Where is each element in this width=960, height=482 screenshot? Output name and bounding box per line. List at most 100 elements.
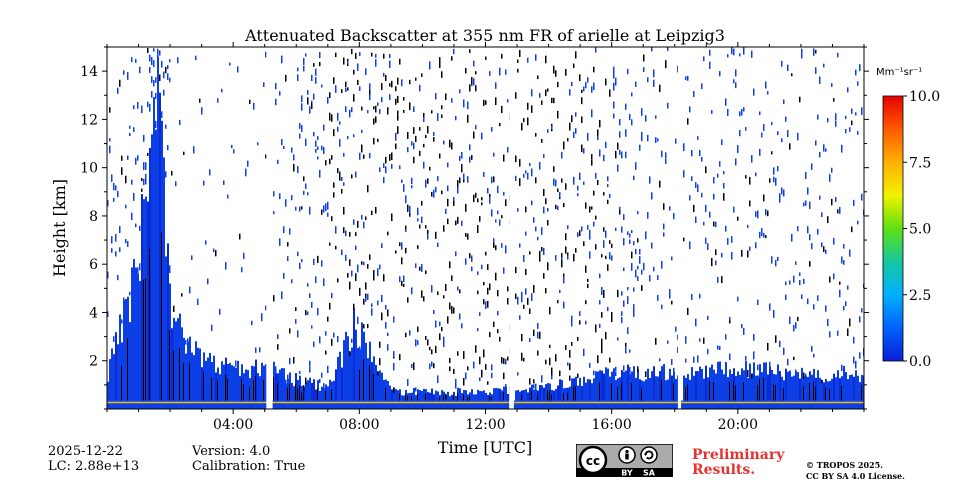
noise-dot	[605, 141, 607, 149]
backscatter-column	[749, 363, 751, 401]
noise-dot	[349, 109, 351, 118]
noise-dot	[711, 110, 713, 114]
noise-dot	[831, 198, 833, 206]
noise-dot	[463, 377, 465, 386]
noise-dot	[861, 107, 863, 115]
attribution-person-icon	[618, 446, 636, 464]
noise-dot	[571, 342, 573, 346]
noise-dot	[531, 293, 533, 302]
noise-dot	[391, 80, 393, 88]
noise-dot	[497, 210, 499, 215]
backscatter-column	[421, 391, 423, 401]
backscatter-column	[181, 327, 183, 401]
y-tick-label: 6	[89, 257, 98, 273]
noise-dot	[461, 164, 463, 173]
backscatter-column	[493, 388, 495, 401]
noise-dot	[705, 166, 707, 174]
noise-dot	[837, 52, 839, 58]
noise-dot	[663, 223, 665, 230]
noise-dot	[125, 239, 127, 244]
noise-dot	[637, 366, 639, 372]
noise-dot	[471, 266, 473, 272]
noise-dot	[525, 231, 527, 236]
backscatter-column	[559, 379, 561, 401]
backscatter-column	[337, 356, 339, 401]
noise-dot	[819, 76, 821, 84]
noise-dot	[371, 303, 373, 308]
noise-dot	[397, 110, 399, 115]
noise-dot	[375, 116, 377, 123]
signal-streak	[547, 390, 548, 401]
noise-dot	[321, 145, 323, 151]
noise-dot	[221, 88, 223, 93]
noise-dot	[621, 226, 623, 233]
noise-dot	[731, 236, 733, 243]
noise-dot	[155, 77, 157, 83]
noise-dot	[525, 268, 527, 275]
backscatter-column	[555, 388, 557, 401]
noise-dot	[457, 286, 459, 291]
noise-dot	[331, 338, 333, 346]
backscatter-column	[725, 362, 727, 401]
noise-dot	[329, 158, 331, 165]
noise-dot	[643, 266, 645, 271]
backscatter-column	[187, 341, 189, 401]
backscatter-column	[113, 354, 115, 401]
noise-dot	[297, 166, 299, 174]
backscatter-column	[401, 395, 403, 401]
noise-dot	[449, 139, 451, 148]
noise-dot	[535, 226, 537, 232]
noise-dot	[617, 337, 619, 341]
noise-dot	[733, 79, 735, 84]
noise-dot	[333, 129, 335, 137]
noise-dot	[337, 335, 339, 343]
noise-dot	[627, 287, 629, 291]
backscatter-column	[307, 380, 309, 401]
noise-dot	[847, 285, 849, 290]
noise-dot	[455, 220, 457, 226]
noise-dot	[635, 248, 637, 255]
noise-dot	[409, 205, 411, 214]
noise-dot	[553, 178, 555, 186]
noise-dot	[565, 69, 567, 76]
signal-streak	[225, 374, 226, 401]
colorbar-unit-label: Mm⁻¹sr⁻¹	[876, 67, 922, 78]
noise-dot	[735, 82, 737, 89]
noise-dot	[399, 354, 401, 361]
noise-dot	[295, 307, 297, 312]
signal-streak	[161, 232, 162, 401]
noise-dot	[327, 212, 329, 217]
noise-dot	[139, 225, 141, 231]
noise-dot	[345, 230, 347, 237]
backscatter-column	[381, 372, 383, 401]
signal-streak	[297, 388, 298, 401]
noise-dot	[695, 216, 697, 223]
noise-dot	[603, 240, 605, 248]
noise-dot	[831, 83, 833, 87]
noise-dot	[757, 364, 759, 371]
backscatter-column	[119, 314, 121, 401]
noise-dot	[395, 143, 397, 150]
backscatter-column	[365, 342, 367, 401]
noise-dot	[593, 370, 595, 376]
noise-dot	[407, 297, 409, 303]
noise-dot	[779, 193, 781, 199]
noise-dot	[605, 332, 607, 340]
noise-dot	[637, 276, 639, 281]
noise-dot	[557, 188, 559, 193]
noise-dot	[333, 182, 335, 188]
noise-dot	[813, 48, 815, 56]
noise-dot	[165, 171, 167, 178]
noise-dot	[437, 375, 439, 384]
noise-dot	[107, 271, 109, 279]
backscatter-column	[391, 389, 393, 401]
noise-dot	[353, 219, 355, 225]
noise-dot	[849, 249, 851, 257]
noise-dot	[477, 290, 479, 295]
noise-dot	[719, 346, 721, 350]
noise-dot	[449, 302, 451, 310]
noise-dot	[623, 214, 625, 221]
backscatter-column	[315, 389, 317, 401]
noise-dot	[439, 333, 441, 341]
noise-dot	[427, 126, 429, 134]
